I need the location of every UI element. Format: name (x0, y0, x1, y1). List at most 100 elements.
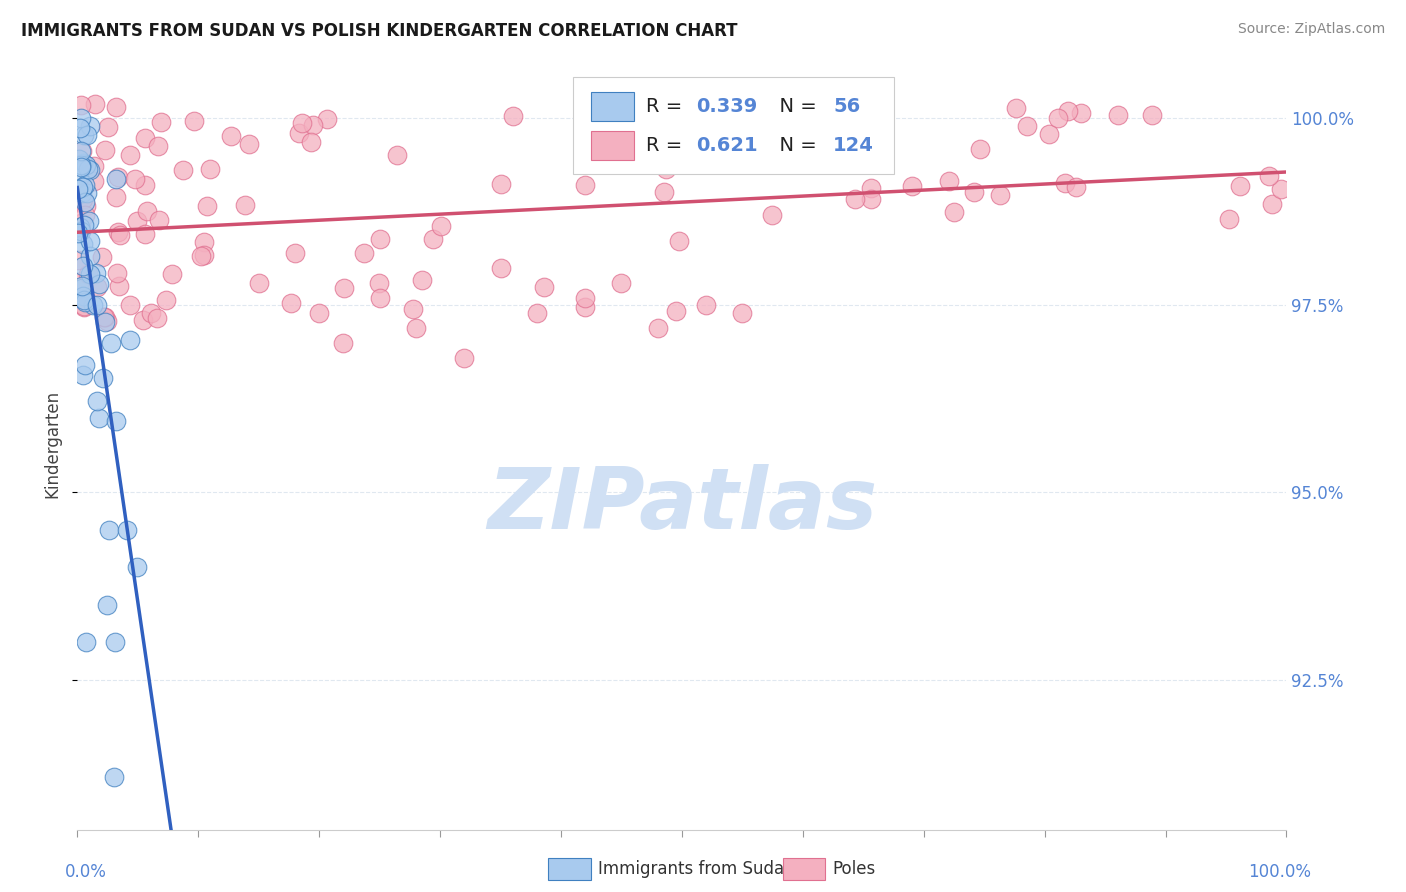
Point (647, 320, 669, 334)
Point (735, 145, 758, 160)
Point (70, 217, 93, 231)
Point (75, 359, 97, 373)
Point (77, 214, 100, 228)
Point (96, 598, 118, 612)
Point (606, 129, 628, 144)
Point (1038, 127, 1060, 141)
Point (91, 250, 114, 264)
Point (405, 320, 427, 334)
Point (1261, 197, 1284, 211)
Point (75, 199, 97, 213)
Point (72, 299, 94, 313)
Point (79, 249, 101, 263)
Y-axis label: Kindergarten: Kindergarten (44, 390, 62, 498)
Point (422, 232, 444, 246)
Point (132, 313, 155, 327)
Point (368, 291, 391, 305)
Point (117, 523, 139, 537)
Point (96, 314, 118, 328)
Point (193, 235, 215, 250)
Point (859, 193, 882, 207)
Text: N =: N = (766, 136, 823, 154)
Point (695, 298, 717, 312)
Point (1004, 101, 1026, 115)
Text: N =: N = (766, 97, 823, 116)
Point (86, 393, 108, 408)
Point (502, 109, 524, 123)
Point (94, 143, 117, 157)
Point (733, 133, 755, 147)
Point (149, 114, 172, 128)
Point (747, 146, 769, 161)
Point (1218, 211, 1240, 226)
Point (66, 252, 89, 267)
Point (668, 234, 690, 248)
Point (146, 310, 169, 325)
Point (70, 144, 93, 158)
Point (83, 159, 105, 173)
Point (411, 273, 433, 287)
Point (107, 225, 129, 239)
Text: 0.621: 0.621 (696, 136, 758, 154)
Text: Source: ZipAtlas.com: Source: ZipAtlas.com (1237, 22, 1385, 37)
Point (104, 414, 127, 428)
Point (665, 304, 688, 318)
Point (104, 635, 127, 649)
Point (402, 302, 425, 317)
Point (901, 178, 924, 193)
Text: 0.0%: 0.0% (65, 863, 107, 881)
Point (125, 214, 148, 228)
Point (67, 152, 90, 166)
Point (93, 310, 115, 324)
Point (84, 266, 107, 280)
Point (70, 98, 93, 112)
Text: IMMIGRANTS FROM SUDAN VS POLISH KINDERGARTEN CORRELATION CHART: IMMIGRANTS FROM SUDAN VS POLISH KINDERGA… (21, 22, 738, 40)
Point (70, 278, 93, 293)
Point (107, 278, 129, 293)
Point (1270, 181, 1292, 195)
Point (70, 224, 93, 238)
Point (105, 100, 128, 114)
Point (69, 161, 91, 175)
Point (79, 162, 101, 177)
Point (76, 128, 98, 142)
Point (574, 178, 596, 192)
Point (70, 281, 93, 295)
Point (731, 306, 754, 320)
Point (67, 226, 90, 240)
Point (844, 192, 866, 206)
Text: R =: R = (645, 97, 688, 116)
Point (98, 523, 121, 537)
Point (301, 118, 323, 132)
Point (100, 335, 122, 350)
Point (94, 310, 117, 324)
Point (108, 228, 131, 243)
FancyBboxPatch shape (592, 130, 634, 160)
Text: 100.0%: 100.0% (1247, 863, 1310, 881)
Point (453, 351, 475, 365)
Point (69, 153, 91, 168)
Point (70, 144, 93, 158)
Point (77, 161, 100, 176)
Point (136, 204, 159, 219)
Point (238, 137, 260, 152)
Point (79, 119, 101, 133)
Point (84, 96, 107, 111)
Point (69, 219, 91, 234)
Point (1142, 108, 1164, 122)
Point (120, 147, 142, 161)
Point (73, 293, 96, 307)
Point (66, 182, 89, 196)
Point (943, 204, 966, 219)
Point (280, 296, 302, 310)
Point (139, 306, 162, 320)
Point (200, 162, 222, 177)
Point (1064, 180, 1087, 194)
Point (134, 130, 156, 145)
Point (299, 135, 322, 149)
Point (859, 180, 882, 194)
Point (610, 276, 633, 290)
Point (533, 280, 555, 294)
Point (332, 335, 354, 350)
Point (77, 267, 100, 281)
